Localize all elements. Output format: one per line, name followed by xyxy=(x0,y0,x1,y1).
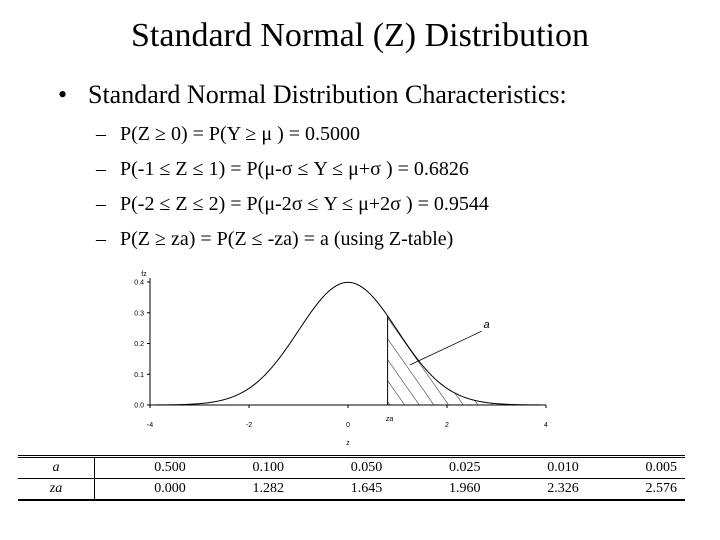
sub-bullet-text: P(-2 ≤ Z ≤ 2) = P(μ-2σ ≤ Y ≤ μ+2σ ) = 0.… xyxy=(120,193,489,215)
y-tick-label: 0.0 xyxy=(134,403,144,410)
table-row-a: a 0.500 0.100 0.050 0.025 0.010 0.005 xyxy=(18,455,685,479)
y-tick-label: 0.3 xyxy=(134,310,144,317)
sub-bullet-text: P(Z ≥ za) = P(Z ≤ -za) = a (using Z-tabl… xyxy=(120,228,454,250)
sub-bullet-4: – P(Z ≥ za) = P(Z ≤ -za) = a (using Z-tab… xyxy=(96,222,489,257)
row-label-za: za xyxy=(18,478,95,501)
table-cell: 1.282 xyxy=(193,478,292,501)
slide-title: Standard Normal (Z) Distribution xyxy=(131,17,589,54)
y-tick-label: 0.1 xyxy=(134,372,144,379)
table-cell: 2.576 xyxy=(586,478,685,501)
dash-marker: – xyxy=(96,228,106,250)
dash-marker: – xyxy=(96,193,106,215)
table-row-za: za 0.000 1.282 1.645 1.960 2.326 2.576 xyxy=(18,478,685,501)
alpha-pointer-line xyxy=(409,330,482,366)
x-tick-label: -2 xyxy=(246,422,252,429)
density-curve xyxy=(150,281,546,406)
table-cell: 0.005 xyxy=(586,455,685,479)
cutoff-label: za xyxy=(385,416,394,423)
x-tick-label: 0 xyxy=(346,422,350,429)
sub-bullet-1: – P(Z ≥ 0) = P(Y ≥ μ ) = 0.5000 xyxy=(96,117,489,152)
table-cell: 1.645 xyxy=(292,478,391,501)
main-bullet-text: Standard Normal Distribution Characteris… xyxy=(88,80,567,109)
table-cell: 0.025 xyxy=(390,455,489,479)
table-cell: 0.010 xyxy=(488,455,587,479)
x-tick-label: 2 xyxy=(445,422,449,429)
y-axis-label: fz xyxy=(141,271,147,278)
table-cell: 0.500 xyxy=(94,455,194,479)
table-cell: 1.960 xyxy=(390,478,489,501)
normal-distribution-chart: 0.0 0.1 0.2 0.3 0.4 -4 -2 0 2 4 fz z za a xyxy=(134,271,548,447)
table-cell: 0.100 xyxy=(193,455,292,479)
alpha-label: a xyxy=(484,319,490,331)
dash-marker: – xyxy=(96,123,106,145)
shaded-tail-area xyxy=(387,315,546,405)
y-tick-label: 0.2 xyxy=(134,341,144,348)
x-axis-label: z xyxy=(346,440,350,447)
sub-bullet-2: – P(-1 ≤ Z ≤ 1) = P(μ-σ ≤ Y ≤ μ+σ ) = 0.6… xyxy=(96,152,489,187)
x-tick-label: -4 xyxy=(147,422,153,429)
table-cell: 0.050 xyxy=(292,455,391,479)
sub-bullet-3: – P(-2 ≤ Z ≤ 2) = P(μ-2σ ≤ Y ≤ μ+2σ ) = 0… xyxy=(96,187,489,222)
z-table: a 0.500 0.100 0.050 0.025 0.010 0.005 za… xyxy=(18,455,685,501)
sub-bullet-text: P(Z ≥ 0) = P(Y ≥ μ ) = 0.5000 xyxy=(120,123,361,145)
sub-bullet-list: – P(Z ≥ 0) = P(Y ≥ μ ) = 0.5000 – P(-1 ≤ Z… xyxy=(96,117,489,257)
dash-marker: – xyxy=(96,158,106,180)
x-tick-label: 4 xyxy=(544,422,548,429)
table-cell: 2.326 xyxy=(488,478,587,501)
main-bullet: • Standard Normal Distribution Characteri… xyxy=(58,78,567,112)
y-tick-label: 0.4 xyxy=(134,280,144,287)
row-label-a: a xyxy=(18,455,95,479)
bullet-marker: • xyxy=(58,80,68,109)
sub-bullet-text: P(-1 ≤ Z ≤ 1) = P(μ-σ ≤ Y ≤ μ+σ ) = 0.68… xyxy=(120,158,469,180)
table-cell: 0.000 xyxy=(94,478,194,501)
